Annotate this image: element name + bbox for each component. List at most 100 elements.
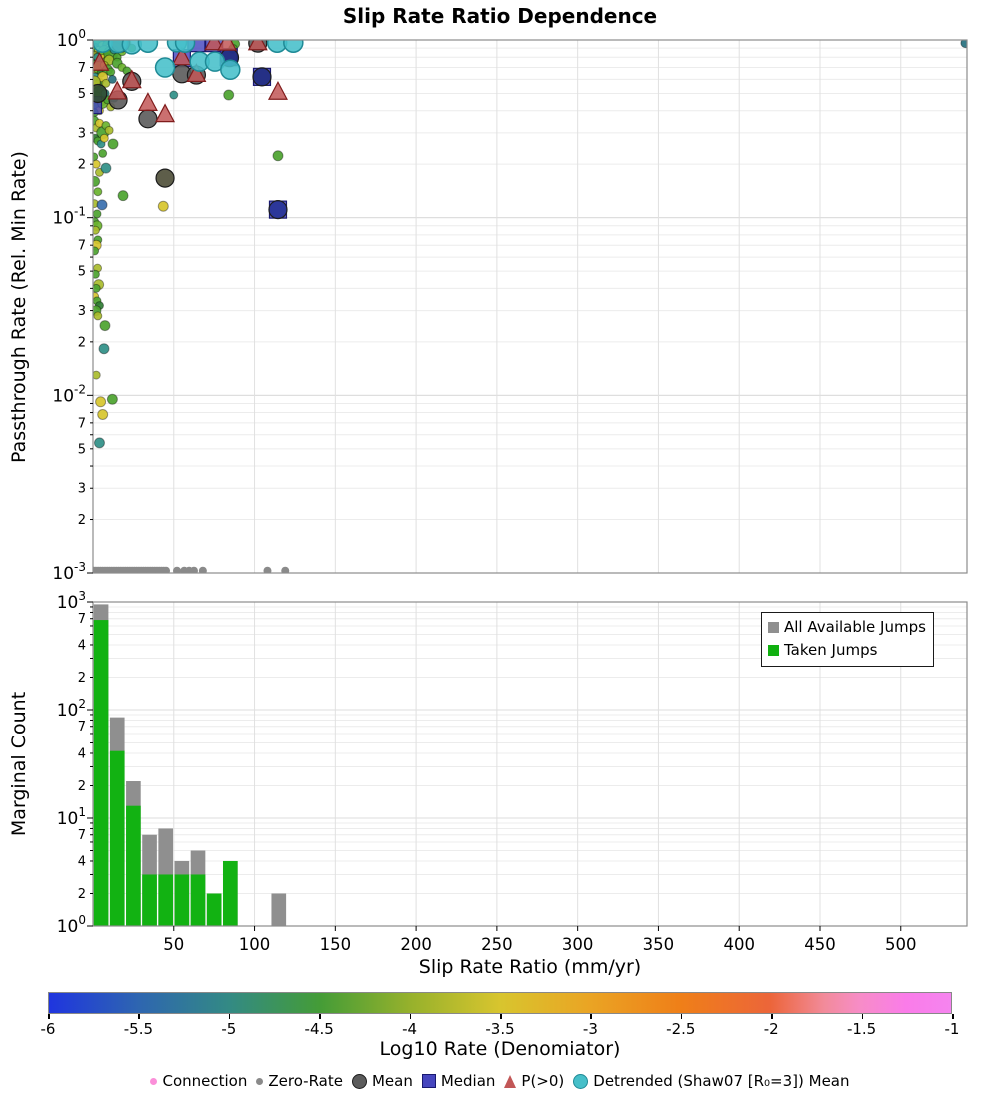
connection-point: [107, 74, 117, 84]
detrended-point: [174, 40, 196, 53]
connection-point: [98, 148, 108, 158]
histogram-bar-taken: [142, 874, 157, 926]
scatter-panel-frame: [92, 39, 968, 574]
x-axis-label: Slip Rate Ratio (mm/yr): [418, 956, 642, 978]
connection-point: [93, 175, 101, 187]
connection-point: [223, 89, 235, 101]
y-minor-tick-label: 5: [78, 442, 86, 457]
y-minor-tick-label: 2: [78, 887, 86, 902]
connection-point: [97, 409, 109, 421]
zero-rate-label: Zero-Rate: [268, 1072, 343, 1090]
hist-panel-frame: [92, 601, 968, 927]
p-gt0-point: [121, 69, 142, 89]
colorbar-tick-label: -4: [402, 1020, 418, 1038]
x-tick-label: 300: [562, 935, 594, 954]
colorbar-tick-mark: [138, 1014, 140, 1019]
connection-point: [100, 162, 112, 174]
colorbar: [48, 992, 952, 1014]
p-gt0-label: P(>0): [521, 1072, 565, 1090]
colorbar-tick-label: -5.5: [123, 1020, 154, 1038]
y-minor-tick-label: 2: [78, 779, 86, 794]
figure-title: Slip Rate Ratio Dependence: [342, 4, 658, 28]
detrended-point: [283, 40, 304, 53]
mean-label: Mean: [371, 1072, 413, 1090]
p-gt0-point: [186, 63, 207, 83]
connection-point: [272, 150, 284, 162]
y-minor-tick-label: 7: [78, 828, 86, 843]
y-minor-tick-label: 7: [78, 720, 86, 735]
p-gt0-point: [155, 103, 176, 123]
y-major-tick-label: 101: [57, 805, 86, 829]
connection-point: [104, 125, 114, 135]
scatter-points: [93, 40, 967, 573]
zero-rate-point: [198, 566, 207, 573]
histogram-bar-all: [271, 893, 287, 926]
mean-point: [93, 83, 108, 104]
p-gt0-point: [267, 80, 288, 100]
p-gt0-triangle-icon: [504, 1074, 517, 1088]
connection-point: [93, 159, 101, 169]
colorbar-tick-label: -3: [582, 1020, 598, 1038]
connection-point: [96, 199, 108, 211]
colorbar-tick-label: -6: [40, 1020, 56, 1038]
x-tick-label: 150: [320, 935, 352, 954]
median-label: Median: [440, 1072, 496, 1090]
y-minor-tick-label: 4: [78, 854, 86, 869]
y-minor-tick-label: 3: [78, 126, 86, 141]
colorbar-tick-mark: [500, 1014, 502, 1019]
connection-point: [106, 393, 118, 405]
y-minor-tick-label: 5: [78, 265, 86, 280]
legend-item-connection: Connection: [150, 1072, 247, 1090]
all-jumps-label: All Available Jumps: [784, 618, 926, 636]
zero-rate-point: [162, 566, 171, 573]
connection-point: [107, 138, 119, 150]
mean-point: [138, 109, 158, 129]
taken-jumps-swatch-icon: [768, 645, 779, 656]
connection-point: [117, 190, 129, 202]
connection-point: [99, 320, 111, 332]
x-tick-label: 350: [643, 935, 675, 954]
colorbar-tick-mark: [861, 1014, 864, 1019]
y-minor-tick-label: 3: [78, 304, 86, 319]
y-minor-tick-label: 7: [78, 61, 86, 76]
p-gt0-point: [137, 92, 158, 111]
hist-legend-box: All Available Jumps Taken Jumps: [761, 612, 934, 667]
x-tick-label: 450: [804, 935, 836, 954]
y-minor-tick-label: 2: [78, 158, 86, 173]
legend-item-mean: Mean: [351, 1072, 413, 1090]
connection-point: [99, 133, 109, 143]
colorbar-tick-label: -1: [944, 1020, 960, 1038]
all-jumps-swatch-icon: [768, 622, 779, 633]
median-square-icon: [421, 1074, 436, 1088]
detrended-point: [137, 40, 159, 53]
x-tick-label: 50: [163, 935, 184, 954]
y-minor-tick-label: 4: [78, 746, 86, 761]
colorbar-tick-mark: [590, 1014, 592, 1019]
y-minor-tick-label: 7: [78, 612, 86, 627]
connection-point: [157, 200, 169, 212]
legend-item-detrended: Detrended (Shaw07 [R₀=3]) Mean: [573, 1072, 850, 1090]
y-minor-tick-label: 2: [78, 513, 86, 528]
colorbar-tick-mark: [680, 1014, 683, 1019]
colorbar-tick-label: -4.5: [304, 1020, 334, 1038]
connection-point: [95, 396, 107, 408]
y-minor-tick-label: 4: [78, 638, 86, 653]
connection-point: [93, 283, 101, 293]
colorbar-tick-label: -5: [221, 1020, 237, 1038]
marker-legend-row: Connection Zero-Rate Mean Median P(>0) D…: [0, 1072, 1000, 1090]
histogram-bar-taken: [158, 874, 174, 926]
y-minor-tick-label: 7: [78, 239, 86, 254]
connection-point: [93, 311, 103, 321]
connection-point: [93, 209, 102, 219]
connection-point: [93, 187, 103, 197]
legend-item-taken-jumps: Taken Jumps: [768, 639, 926, 662]
detrended-circle-icon: [573, 1073, 589, 1089]
colorbar-tick-label: -1.5: [846, 1020, 877, 1038]
connection-dot-icon: [150, 1077, 158, 1085]
y-minor-tick-label: 3: [78, 482, 86, 497]
colorbar-label: Log10 Rate (Denomiator): [379, 1038, 621, 1060]
colorbar-tick-label: -2: [763, 1020, 779, 1038]
p-gt0-point: [247, 40, 268, 51]
taken-jumps-label: Taken Jumps: [784, 641, 878, 659]
